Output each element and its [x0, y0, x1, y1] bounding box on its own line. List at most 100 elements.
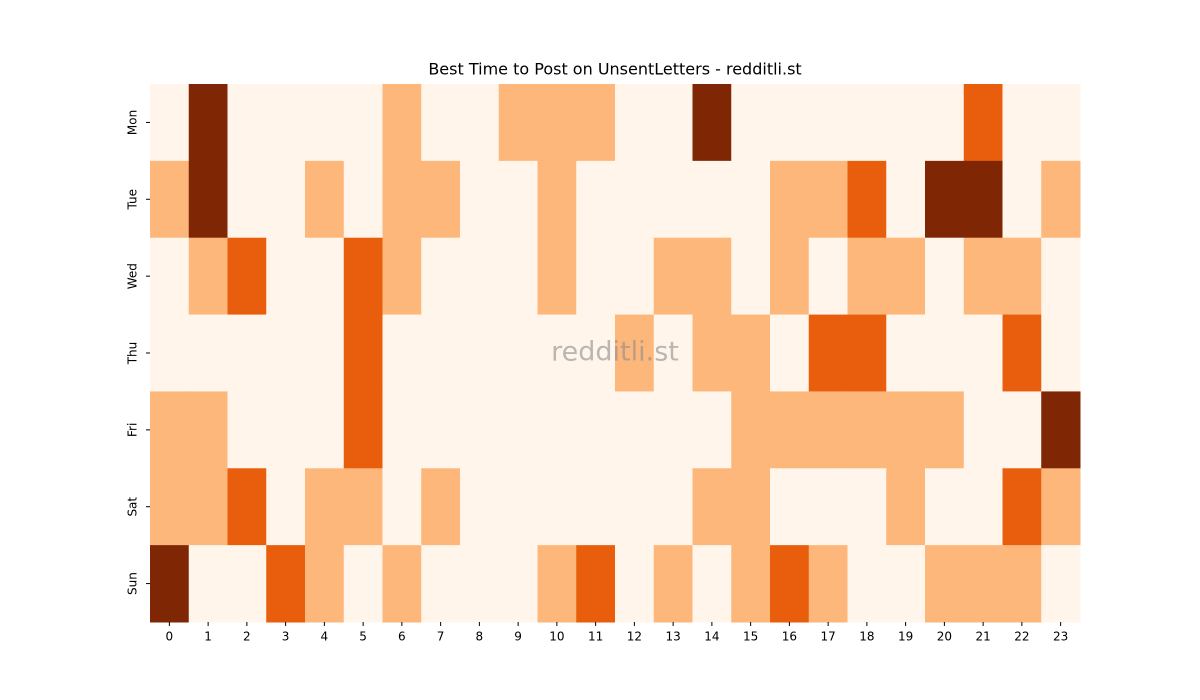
heat-cell: [692, 468, 732, 546]
heat-cell: [615, 160, 655, 239]
heat-cell: [963, 545, 1003, 623]
y-tick-label: Sat: [126, 497, 140, 517]
heat-cell: [653, 314, 693, 392]
heat-cell: [537, 391, 577, 469]
heat-cell: [460, 545, 500, 623]
heat-cell: [188, 391, 228, 469]
heat-cell: [808, 84, 848, 162]
heat-cell: [188, 160, 228, 239]
heat-cell: [382, 391, 422, 469]
heat-cell: [731, 314, 771, 392]
heat-cell: [692, 160, 732, 239]
heat-cell: [266, 314, 306, 392]
heat-cell: [1002, 237, 1042, 316]
heat-cell: [537, 237, 577, 316]
heat-cell: [382, 468, 422, 546]
heat-cell: [770, 237, 810, 316]
heat-cell: [266, 545, 306, 623]
heat-cell: [576, 237, 616, 316]
heat-cell: [925, 391, 965, 469]
heat-cell: [692, 314, 732, 392]
heat-cell: [731, 84, 771, 162]
heat-cell: [1002, 545, 1042, 623]
heat-cell: [1041, 237, 1081, 316]
heat-cell: [847, 314, 887, 392]
heat-cell: [770, 314, 810, 392]
heat-cell: [227, 160, 267, 239]
y-tick-label: Mon: [126, 110, 140, 135]
heat-cell: [382, 545, 422, 623]
heat-cell: [653, 468, 693, 546]
heat-cell: [498, 160, 538, 239]
x-tick-label: 20: [937, 630, 952, 644]
heat-cell: [847, 545, 887, 623]
y-tick-label: Fri: [126, 423, 140, 437]
heat-cell: [305, 468, 345, 546]
heat-cell: [266, 160, 306, 239]
x-tick-label: 13: [665, 630, 680, 644]
heat-cell: [498, 314, 538, 392]
heat-cell: [266, 391, 306, 469]
heat-cell: [150, 391, 190, 469]
x-tick-label: 7: [437, 630, 445, 644]
heat-cell: [227, 468, 267, 546]
heat-cell: [770, 468, 810, 546]
heat-cell: [653, 84, 693, 162]
heat-cell: [886, 545, 926, 623]
heat-cell: [343, 314, 383, 392]
heat-cell: [886, 160, 926, 239]
heat-cell: [1041, 545, 1081, 623]
heat-cell: [1002, 84, 1042, 162]
heat-cell: [305, 160, 345, 239]
chart-title: Best Time to Post on UnsentLetters - red…: [428, 60, 801, 79]
heat-cell: [421, 314, 461, 392]
heat-cell: [808, 160, 848, 239]
heat-cell: [886, 84, 926, 162]
x-tick-label: 12: [627, 630, 642, 644]
heat-cell: [188, 237, 228, 316]
heat-cell: [808, 237, 848, 316]
heat-cell: [1041, 391, 1081, 469]
heat-cell: [653, 237, 693, 316]
heat-cell: [227, 545, 267, 623]
heat-cell: [576, 468, 616, 546]
heat-cell: [1041, 84, 1081, 162]
x-tick-label: 6: [398, 630, 406, 644]
heat-cell: [770, 84, 810, 162]
heat-cell: [150, 468, 190, 546]
x-tick-label: 4: [321, 630, 329, 644]
heat-cell: [963, 160, 1003, 239]
heat-cell: [498, 391, 538, 469]
heat-cell: [615, 237, 655, 316]
heat-cell: [925, 468, 965, 546]
heat-cell: [963, 468, 1003, 546]
heat-cell: [731, 545, 771, 623]
heat-cell: [421, 160, 461, 239]
x-tick-label: 1: [204, 630, 212, 644]
heat-cell: [305, 314, 345, 392]
heat-cell: [615, 545, 655, 623]
heat-cell: [227, 391, 267, 469]
heat-cell: [576, 84, 616, 162]
heat-cell: [537, 468, 577, 546]
heat-cell: [731, 468, 771, 546]
heat-cell: [731, 237, 771, 316]
x-tick-label: 3: [282, 630, 290, 644]
heat-cell: [382, 314, 422, 392]
heat-cell: [227, 314, 267, 392]
heat-cell: [343, 84, 383, 162]
heat-cell: [576, 391, 616, 469]
heat-cell: [576, 160, 616, 239]
heat-cell: [343, 545, 383, 623]
heat-cell: [653, 391, 693, 469]
heat-cell: [847, 84, 887, 162]
heat-cell: [925, 314, 965, 392]
heat-cell: [770, 391, 810, 469]
heat-cell: [343, 160, 383, 239]
x-tick-label: 10: [549, 630, 564, 644]
x-tick-label: 9: [514, 630, 522, 644]
heat-cell: [692, 545, 732, 623]
heat-cell: [188, 314, 228, 392]
y-tick-label: Tue: [126, 189, 140, 211]
